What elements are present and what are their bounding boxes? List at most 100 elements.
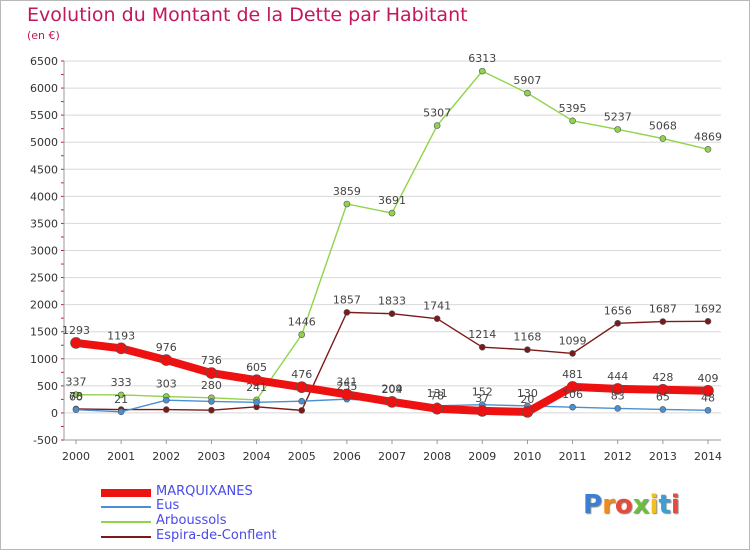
data-point-eus bbox=[614, 405, 622, 412]
data-label-espira-de-conflent: 1099 bbox=[559, 334, 587, 347]
data-point-arboussols bbox=[298, 331, 306, 338]
legend-item-marquixanes: MARQUIXANES bbox=[101, 484, 401, 500]
data-label-marquixanes: 481 bbox=[562, 368, 583, 381]
y-tick-label: 1000 bbox=[30, 353, 58, 366]
x-tick-label: 2005 bbox=[288, 450, 316, 463]
data-point-espira-de-conflent bbox=[478, 343, 486, 351]
data-point-eus bbox=[704, 407, 712, 414]
data-point-eus bbox=[117, 408, 125, 416]
data-point-marquixanes bbox=[205, 367, 218, 379]
data-point-marquixanes bbox=[611, 383, 624, 395]
data-point-eus bbox=[569, 403, 576, 411]
data-point-arboussols bbox=[117, 391, 125, 399]
logo-letter: r bbox=[602, 490, 615, 520]
x-tick-label: 2011 bbox=[559, 450, 587, 463]
y-tick-label: 2000 bbox=[30, 299, 58, 312]
data-label-eus: 60 bbox=[69, 391, 83, 404]
data-point-marquixanes bbox=[431, 402, 443, 415]
data-point-eus bbox=[162, 396, 170, 404]
legend-item-arboussols: Arboussols bbox=[101, 513, 401, 529]
y-tick-label: 500 bbox=[37, 380, 58, 393]
data-label-espira-de-conflent: 1857 bbox=[333, 293, 361, 306]
x-tick-label: 2003 bbox=[197, 450, 225, 463]
data-point-eus bbox=[659, 406, 667, 413]
data-label-arboussols: 303 bbox=[156, 378, 177, 391]
data-point-marquixanes bbox=[702, 384, 714, 397]
logo-letter: t bbox=[658, 490, 671, 520]
data-label-eus: 255 bbox=[336, 380, 357, 393]
logo-letter: o bbox=[614, 490, 633, 520]
data-label-marquixanes: 1293 bbox=[62, 324, 90, 337]
data-label-eus: 152 bbox=[472, 386, 493, 399]
y-tick-label: 4500 bbox=[30, 163, 58, 176]
data-label-espira-de-conflent: 1687 bbox=[649, 303, 677, 316]
data-point-arboussols bbox=[569, 117, 576, 125]
data-label-marquixanes: 20 bbox=[520, 393, 534, 406]
data-point-espira-de-conflent bbox=[614, 319, 622, 327]
data-label-marquixanes: 476 bbox=[291, 368, 312, 381]
data-point-arboussols bbox=[524, 89, 531, 97]
data-label-espira-de-conflent: 1214 bbox=[468, 328, 496, 341]
data-label-eus: 21 bbox=[114, 393, 128, 406]
data-point-arboussols bbox=[72, 391, 80, 398]
logo-letter: x bbox=[632, 490, 650, 520]
chart-title: Evolution du Montant de la Dette par Hab… bbox=[27, 4, 468, 26]
data-label-arboussols: 5395 bbox=[559, 102, 587, 115]
data-point-espira-de-conflent bbox=[659, 318, 667, 325]
data-point-marquixanes bbox=[115, 342, 127, 355]
y-tick-label: 3500 bbox=[30, 217, 58, 230]
x-tick-label: 2014 bbox=[694, 450, 722, 463]
y-tick-label: -500 bbox=[33, 434, 58, 447]
data-label-marquixanes: 37 bbox=[475, 392, 489, 405]
x-tick-label: 2012 bbox=[604, 450, 632, 463]
data-point-eus bbox=[253, 399, 260, 406]
data-point-arboussols bbox=[614, 126, 622, 133]
data-point-espira-de-conflent bbox=[433, 315, 441, 322]
y-tick-label: 0 bbox=[51, 407, 58, 420]
data-point-marquixanes bbox=[521, 406, 534, 418]
data-label-marquixanes: 78 bbox=[430, 390, 444, 403]
data-point-marquixanes bbox=[386, 396, 398, 408]
data-label-espira-de-conflent: 73 bbox=[69, 390, 83, 403]
y-tick-label: 6000 bbox=[30, 82, 58, 95]
data-label-marquixanes: 1193 bbox=[107, 329, 135, 342]
data-point-eus bbox=[298, 397, 306, 405]
data-point-espira-de-conflent bbox=[162, 406, 170, 413]
data-label-marquixanes: 428 bbox=[652, 371, 673, 384]
data-label-eus: 83 bbox=[611, 389, 625, 402]
data-label-arboussols: 5307 bbox=[423, 107, 451, 120]
logo-letter: i bbox=[670, 490, 680, 520]
y-tick-label: 2500 bbox=[30, 272, 58, 285]
data-point-espira-de-conflent bbox=[388, 310, 396, 317]
data-point-espira-de-conflent bbox=[298, 407, 306, 414]
data-point-marquixanes bbox=[657, 383, 669, 396]
x-tick-label: 2013 bbox=[649, 450, 677, 463]
legend-label-eus: Eus bbox=[156, 498, 180, 513]
data-label-marquixanes: 976 bbox=[156, 341, 177, 354]
data-label-eus: 106 bbox=[562, 388, 583, 401]
data-label-marquixanes: 444 bbox=[607, 370, 628, 383]
data-point-marquixanes bbox=[160, 354, 173, 366]
data-label-espira-de-conflent: 1656 bbox=[604, 304, 632, 317]
data-label-eus: 65 bbox=[656, 390, 670, 403]
x-tick-label: 2006 bbox=[333, 450, 361, 463]
x-tick-label: 2007 bbox=[378, 450, 406, 463]
data-label-arboussols: 4869 bbox=[694, 130, 722, 143]
data-label-arboussols: 6313 bbox=[468, 52, 496, 65]
data-point-eus bbox=[208, 398, 215, 405]
legend-swatch-eus bbox=[101, 506, 151, 508]
x-tick-label: 2010 bbox=[513, 450, 541, 463]
data-point-arboussols bbox=[704, 146, 712, 153]
data-point-espira-de-conflent bbox=[569, 350, 576, 357]
logo-letter: P bbox=[583, 490, 603, 520]
data-label-marquixanes: 204 bbox=[382, 383, 403, 396]
data-label-eus: 48 bbox=[701, 391, 715, 404]
data-label-eus: 131 bbox=[427, 387, 448, 400]
data-point-eus bbox=[72, 406, 80, 413]
y-tick-label: 6500 bbox=[30, 55, 58, 68]
legend-label-espira: Espira-de-Conflent bbox=[156, 528, 277, 543]
data-label-eus: 130 bbox=[517, 387, 538, 400]
data-point-espira-de-conflent bbox=[704, 318, 712, 325]
